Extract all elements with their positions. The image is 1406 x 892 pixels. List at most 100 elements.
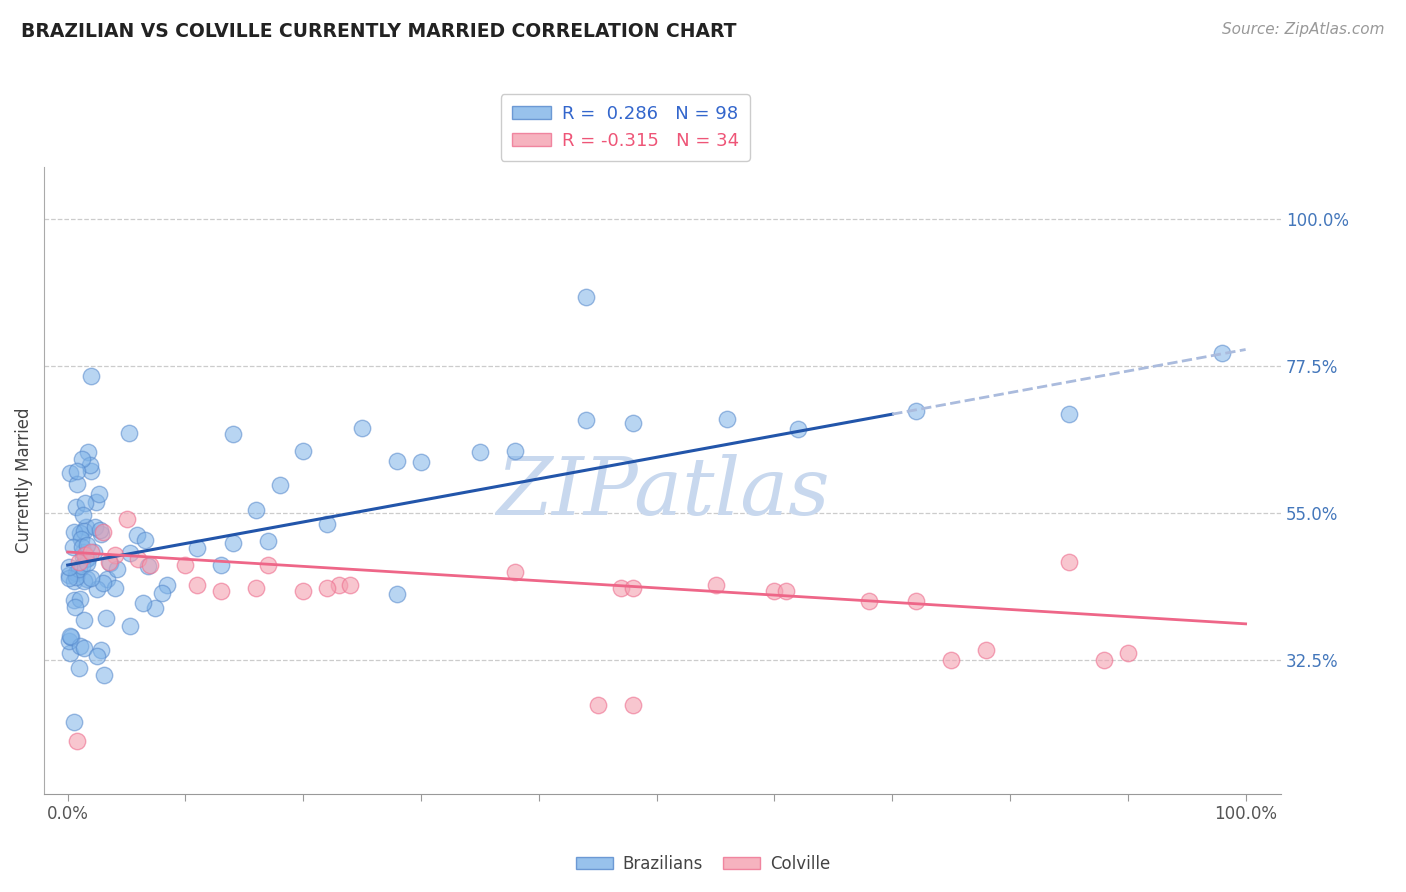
Point xyxy=(80,368,103,383)
Point xyxy=(763,584,786,599)
Point xyxy=(58,568,80,582)
Point xyxy=(143,601,166,615)
Point xyxy=(59,466,82,480)
Point xyxy=(468,445,491,459)
Point xyxy=(575,413,598,427)
Point xyxy=(62,714,84,729)
Point xyxy=(186,577,208,591)
Point xyxy=(134,533,156,547)
Point xyxy=(704,577,727,591)
Point xyxy=(87,487,110,501)
Point xyxy=(91,575,114,590)
Point xyxy=(136,559,159,574)
Point xyxy=(858,594,880,608)
Point xyxy=(621,581,644,595)
Point xyxy=(86,494,108,508)
Point xyxy=(610,581,633,595)
Point xyxy=(59,629,82,643)
Point xyxy=(1116,646,1139,660)
Point xyxy=(70,452,93,467)
Point xyxy=(775,584,797,599)
Point xyxy=(939,653,962,667)
Point xyxy=(93,667,115,681)
Point xyxy=(269,477,291,491)
Point xyxy=(387,453,409,467)
Point xyxy=(58,571,80,585)
Point xyxy=(125,528,148,542)
Point xyxy=(245,581,267,595)
Point xyxy=(58,634,80,648)
Point xyxy=(69,591,91,606)
Point xyxy=(75,520,97,534)
Point xyxy=(77,445,100,459)
Point xyxy=(66,476,89,491)
Point xyxy=(118,426,141,441)
Point xyxy=(104,548,127,562)
Point xyxy=(67,562,90,576)
Point xyxy=(257,558,280,572)
Point xyxy=(65,570,87,584)
Point xyxy=(904,403,927,417)
Point xyxy=(76,573,98,587)
Point xyxy=(104,581,127,595)
Point xyxy=(72,508,94,522)
Point xyxy=(1057,407,1080,421)
Point xyxy=(65,500,87,515)
Point xyxy=(716,412,738,426)
Point xyxy=(70,533,93,547)
Point xyxy=(503,565,526,579)
Point xyxy=(174,558,197,572)
Point xyxy=(59,646,82,660)
Point xyxy=(221,535,243,549)
Point xyxy=(75,495,97,509)
Point xyxy=(292,444,315,458)
Point xyxy=(1057,555,1080,569)
Point xyxy=(83,545,105,559)
Point xyxy=(76,538,98,552)
Point xyxy=(328,577,350,591)
Point xyxy=(315,517,337,532)
Point xyxy=(69,660,91,674)
Point xyxy=(245,503,267,517)
Point xyxy=(73,574,96,588)
Text: ZIPatlas: ZIPatlas xyxy=(496,454,830,532)
Point xyxy=(90,527,112,541)
Point xyxy=(339,577,361,591)
Point xyxy=(904,594,927,608)
Point xyxy=(72,641,94,656)
Point xyxy=(503,444,526,458)
Point xyxy=(63,574,86,588)
Point xyxy=(76,556,98,570)
Point xyxy=(115,512,138,526)
Point xyxy=(621,698,644,713)
Point xyxy=(69,555,91,569)
Point xyxy=(139,558,162,572)
Point xyxy=(132,596,155,610)
Point xyxy=(90,643,112,657)
Point xyxy=(62,592,84,607)
Point xyxy=(58,559,80,574)
Point xyxy=(63,524,86,539)
Point xyxy=(221,427,243,442)
Point xyxy=(80,464,103,478)
Point xyxy=(69,639,91,653)
Point xyxy=(66,464,89,478)
Point xyxy=(292,584,315,599)
Point xyxy=(118,546,141,560)
Point xyxy=(94,611,117,625)
Point xyxy=(586,698,609,713)
Point xyxy=(96,572,118,586)
Legend: R =  0.286   N = 98, R = -0.315   N = 34: R = 0.286 N = 98, R = -0.315 N = 34 xyxy=(501,95,751,161)
Point xyxy=(89,523,111,537)
Text: BRAZILIAN VS COLVILLE CURRENTLY MARRIED CORRELATION CHART: BRAZILIAN VS COLVILLE CURRENTLY MARRIED … xyxy=(21,22,737,41)
Point xyxy=(86,648,108,663)
Point xyxy=(257,533,280,548)
Point xyxy=(80,545,103,559)
Point xyxy=(60,630,83,644)
Point xyxy=(352,421,374,435)
Point xyxy=(409,455,432,469)
Point xyxy=(91,525,114,540)
Point xyxy=(976,643,998,657)
Point xyxy=(70,559,93,574)
Point xyxy=(70,540,93,554)
